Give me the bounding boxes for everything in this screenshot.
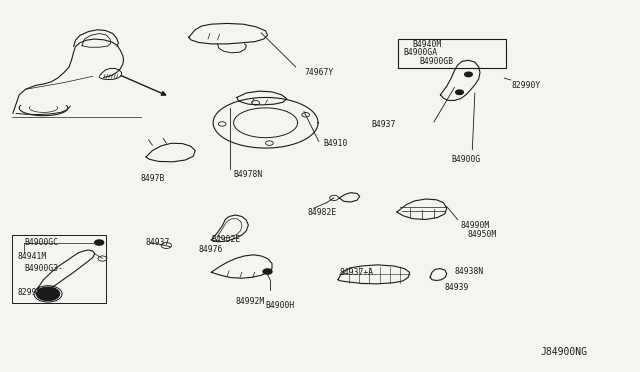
Text: 74967Y: 74967Y (304, 68, 333, 77)
Text: B4940M: B4940M (413, 40, 442, 49)
Text: J84900NG: J84900NG (541, 347, 588, 356)
Text: B4900G: B4900G (451, 155, 481, 164)
Text: B4900GB: B4900GB (419, 57, 453, 65)
Text: 84992M: 84992M (236, 297, 265, 306)
Text: B4900GA: B4900GA (403, 48, 437, 57)
Text: 84937+A: 84937+A (339, 268, 373, 277)
Text: B4902E: B4902E (211, 235, 241, 244)
Circle shape (95, 240, 104, 245)
Circle shape (456, 90, 463, 94)
Text: 82990Y: 82990Y (512, 81, 541, 90)
Text: 8497B: 8497B (141, 174, 165, 183)
Text: B4900G3-: B4900G3- (24, 264, 63, 273)
Text: 84950M: 84950M (467, 230, 497, 239)
Text: B4978N: B4978N (234, 170, 263, 179)
Text: 84976: 84976 (198, 246, 223, 254)
Text: 84982E: 84982E (307, 208, 337, 217)
Circle shape (263, 269, 272, 274)
Text: 84941M: 84941M (18, 252, 47, 261)
Text: 84937: 84937 (146, 238, 170, 247)
Circle shape (42, 290, 54, 298)
Text: B4910: B4910 (323, 139, 348, 148)
Bar (398, 39, 506, 68)
Circle shape (465, 72, 472, 77)
Bar (12, 235, 106, 303)
Text: 84990M: 84990M (461, 221, 490, 230)
Text: B4937: B4937 (371, 120, 396, 129)
Text: B4900H: B4900H (266, 301, 295, 310)
Text: 84938N: 84938N (454, 267, 484, 276)
Text: B4900GC: B4900GC (24, 238, 58, 247)
Text: 82991Y: 82991Y (18, 288, 47, 296)
Circle shape (36, 287, 60, 301)
Text: 84939: 84939 (445, 283, 469, 292)
